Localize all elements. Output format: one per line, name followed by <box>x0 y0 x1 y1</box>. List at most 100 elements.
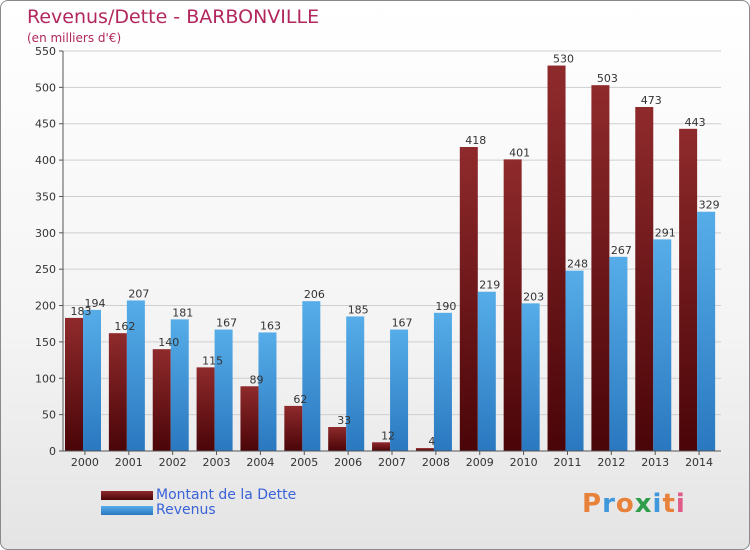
y-tick-label: 0 <box>49 445 56 458</box>
y-tick-label: 200 <box>35 300 56 313</box>
y-tick-label: 400 <box>35 154 56 167</box>
bar-dette <box>284 405 303 451</box>
logo-letter: i <box>675 489 686 519</box>
bar-revenus <box>390 329 409 451</box>
data-label-revenus: 194 <box>85 297 106 310</box>
bar-dette <box>503 159 522 451</box>
bar-revenus <box>346 316 365 451</box>
y-tick-label: 150 <box>35 336 56 349</box>
data-label-dette: 12 <box>381 429 395 442</box>
data-label-revenus: 329 <box>699 199 720 212</box>
legend-swatch-revenus <box>101 506 153 515</box>
data-label-dette: 162 <box>114 320 135 333</box>
bar-revenus <box>126 300 145 451</box>
bar-revenus <box>83 309 101 451</box>
x-tick-label: 2014 <box>685 456 713 469</box>
x-tick-label: 2006 <box>334 456 362 469</box>
data-label-revenus: 167 <box>392 317 413 330</box>
bar-revenus <box>565 270 584 451</box>
y-tick-label: 500 <box>35 81 56 94</box>
bar-dette <box>635 107 654 451</box>
x-tick-label: 2001 <box>115 456 143 469</box>
bar-dette <box>108 333 127 451</box>
data-label-revenus: 181 <box>172 306 193 319</box>
data-label-revenus: 248 <box>567 258 588 271</box>
proxiti-logo: Proxiti <box>582 489 686 519</box>
bar-revenus <box>521 303 540 451</box>
y-tick-label: 450 <box>35 118 56 131</box>
bar-dette <box>591 85 610 451</box>
y-tick-label: 250 <box>35 263 56 276</box>
data-label-dette: 33 <box>337 414 351 427</box>
data-label-dette: 503 <box>597 72 618 85</box>
x-tick-label: 2009 <box>466 456 494 469</box>
y-tick-label: 300 <box>35 227 56 240</box>
y-tick-label: 550 <box>35 45 56 58</box>
x-tick-label: 2013 <box>641 456 669 469</box>
bar-revenus <box>433 312 452 451</box>
chart-subtitle: (en milliers d'€) <box>27 31 122 45</box>
bar-dette <box>459 147 478 451</box>
data-label-dette: 115 <box>202 354 223 367</box>
legend-swatch-dette <box>101 491 153 500</box>
data-label-revenus: 203 <box>523 290 544 303</box>
data-label-revenus: 190 <box>435 300 456 313</box>
bar-dette <box>65 317 83 451</box>
bar-revenus <box>170 319 189 451</box>
logo-letter: x <box>634 489 653 519</box>
logo-letter: r <box>602 489 616 519</box>
bar-dette <box>240 386 259 451</box>
data-label-revenus: 219 <box>479 279 500 292</box>
x-tick-label: 2008 <box>422 456 450 469</box>
x-tick-label: 2002 <box>159 456 187 469</box>
bar-dette <box>372 442 391 451</box>
legend-label-revenus: Revenus <box>156 502 216 518</box>
data-label-dette: 183 <box>71 305 92 318</box>
data-label-revenus: 267 <box>611 244 632 257</box>
data-label-dette: 443 <box>685 116 706 129</box>
data-label-dette: 62 <box>293 393 307 406</box>
data-label-revenus: 163 <box>260 319 281 332</box>
data-label-revenus: 206 <box>304 288 325 301</box>
data-label-dette: 4 <box>428 435 435 448</box>
data-label-dette: 473 <box>641 94 662 107</box>
bar-dette <box>547 65 566 451</box>
bar-revenus <box>609 256 628 451</box>
bar-revenus <box>302 301 321 451</box>
logo-letter: i <box>652 489 663 519</box>
y-tick-label: 350 <box>35 190 56 203</box>
bar-revenus <box>214 329 233 451</box>
bar-dette <box>679 128 698 451</box>
y-tick-label: 100 <box>35 372 56 385</box>
bar-dette <box>328 427 347 451</box>
x-tick-label: 2012 <box>597 456 625 469</box>
data-label-revenus: 167 <box>216 317 237 330</box>
bar-dette <box>415 448 434 451</box>
bar-dette <box>152 349 171 451</box>
logo-letter: P <box>582 489 603 519</box>
data-label-revenus: 207 <box>128 287 149 300</box>
data-label-revenus: 185 <box>348 303 369 316</box>
data-label-dette: 89 <box>249 373 263 386</box>
bar-revenus <box>653 239 672 451</box>
x-tick-label: 2000 <box>71 456 99 469</box>
data-label-dette: 418 <box>465 134 486 147</box>
x-tick-label: 2011 <box>553 456 581 469</box>
logo-letter: o <box>615 489 635 519</box>
bar-dette <box>196 367 215 451</box>
data-label-dette: 530 <box>553 53 574 66</box>
logo-letter: t <box>662 489 676 519</box>
chart-title: Revenus/Dette - BARBONVILLE <box>27 6 320 28</box>
legend-label-dette: Montant de la Dette <box>156 487 297 503</box>
bar-revenus <box>697 211 716 451</box>
bar-revenus <box>477 291 496 451</box>
x-tick-label: 2005 <box>290 456 318 469</box>
bar-revenus <box>258 332 277 451</box>
y-tick-label: 50 <box>42 409 56 422</box>
x-tick-label: 2004 <box>246 456 274 469</box>
x-tick-label: 2003 <box>203 456 231 469</box>
data-label-dette: 140 <box>158 336 179 349</box>
data-label-revenus: 291 <box>655 226 676 239</box>
x-tick-label: 2010 <box>510 456 538 469</box>
